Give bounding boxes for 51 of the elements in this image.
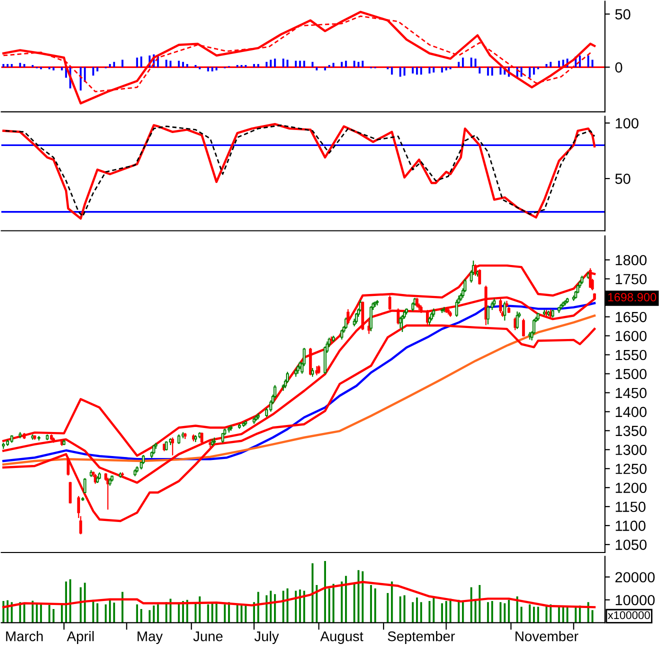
y-tick-label: 1800 bbox=[616, 254, 647, 266]
candlestick bbox=[486, 304, 490, 325]
y-tick-label: 1150 bbox=[616, 502, 646, 512]
y-tick-label: 50 bbox=[615, 174, 630, 184]
x-tick-label: November bbox=[516, 631, 578, 642]
y-tick-label: 20000 bbox=[615, 572, 655, 582]
candlestick bbox=[340, 329, 344, 340]
candlestick bbox=[370, 306, 372, 332]
candlestick bbox=[514, 317, 517, 331]
y-tick-label: 1100 bbox=[616, 520, 646, 531]
candlestick bbox=[400, 314, 404, 333]
candlestick bbox=[522, 318, 525, 338]
candlestick bbox=[83, 478, 86, 494]
candlestick bbox=[282, 384, 285, 392]
y-tick-label: 0 bbox=[615, 62, 622, 73]
y-tick-label: 10000 bbox=[616, 594, 655, 606]
y-tick-label: 1250 bbox=[616, 464, 647, 474]
candlestick bbox=[66, 456, 70, 476]
candlestick bbox=[344, 317, 348, 330]
candlestick bbox=[354, 312, 358, 324]
candlestick bbox=[398, 316, 402, 329]
candlestick bbox=[455, 299, 458, 318]
y-tick-label: 1600 bbox=[616, 330, 647, 342]
x-tick-label: April bbox=[66, 631, 94, 644]
y-tick-label: 1450 bbox=[616, 388, 647, 398]
x-tick-label: September bbox=[388, 631, 455, 644]
y-tick-label: 1300 bbox=[616, 444, 647, 456]
y-tick-label: 1200 bbox=[616, 482, 647, 494]
y-tick-label: 50 bbox=[615, 9, 630, 20]
x-tick-label: June bbox=[193, 632, 223, 642]
y-tick-label: 100 bbox=[616, 118, 638, 128]
text: x100000 bbox=[608, 611, 650, 620]
y-tick-label: 1500 bbox=[616, 368, 647, 380]
candlestick bbox=[171, 436, 174, 456]
y-tick-label: 1650 bbox=[616, 312, 647, 322]
candlestick bbox=[142, 454, 145, 465]
candlestick bbox=[346, 308, 350, 325]
x-tick-label: July bbox=[254, 631, 279, 644]
y-tick-label: 1400 bbox=[616, 406, 647, 418]
y-tick-label: 1550 bbox=[616, 350, 647, 360]
candlestick bbox=[416, 297, 418, 308]
line-series bbox=[2, 580, 596, 608]
y-tick-label: 1350 bbox=[616, 426, 647, 436]
x-tick-label: August bbox=[320, 632, 364, 644]
x-tick-label: March bbox=[6, 631, 43, 642]
x-tick-label: May bbox=[138, 632, 163, 644]
y-tick-label: 1750 bbox=[616, 274, 647, 284]
y-tick-label: 1050 bbox=[616, 540, 647, 550]
annotation: 1698.900 bbox=[608, 293, 656, 302]
line-series bbox=[2, 264, 596, 457]
candlestick bbox=[177, 434, 180, 444]
